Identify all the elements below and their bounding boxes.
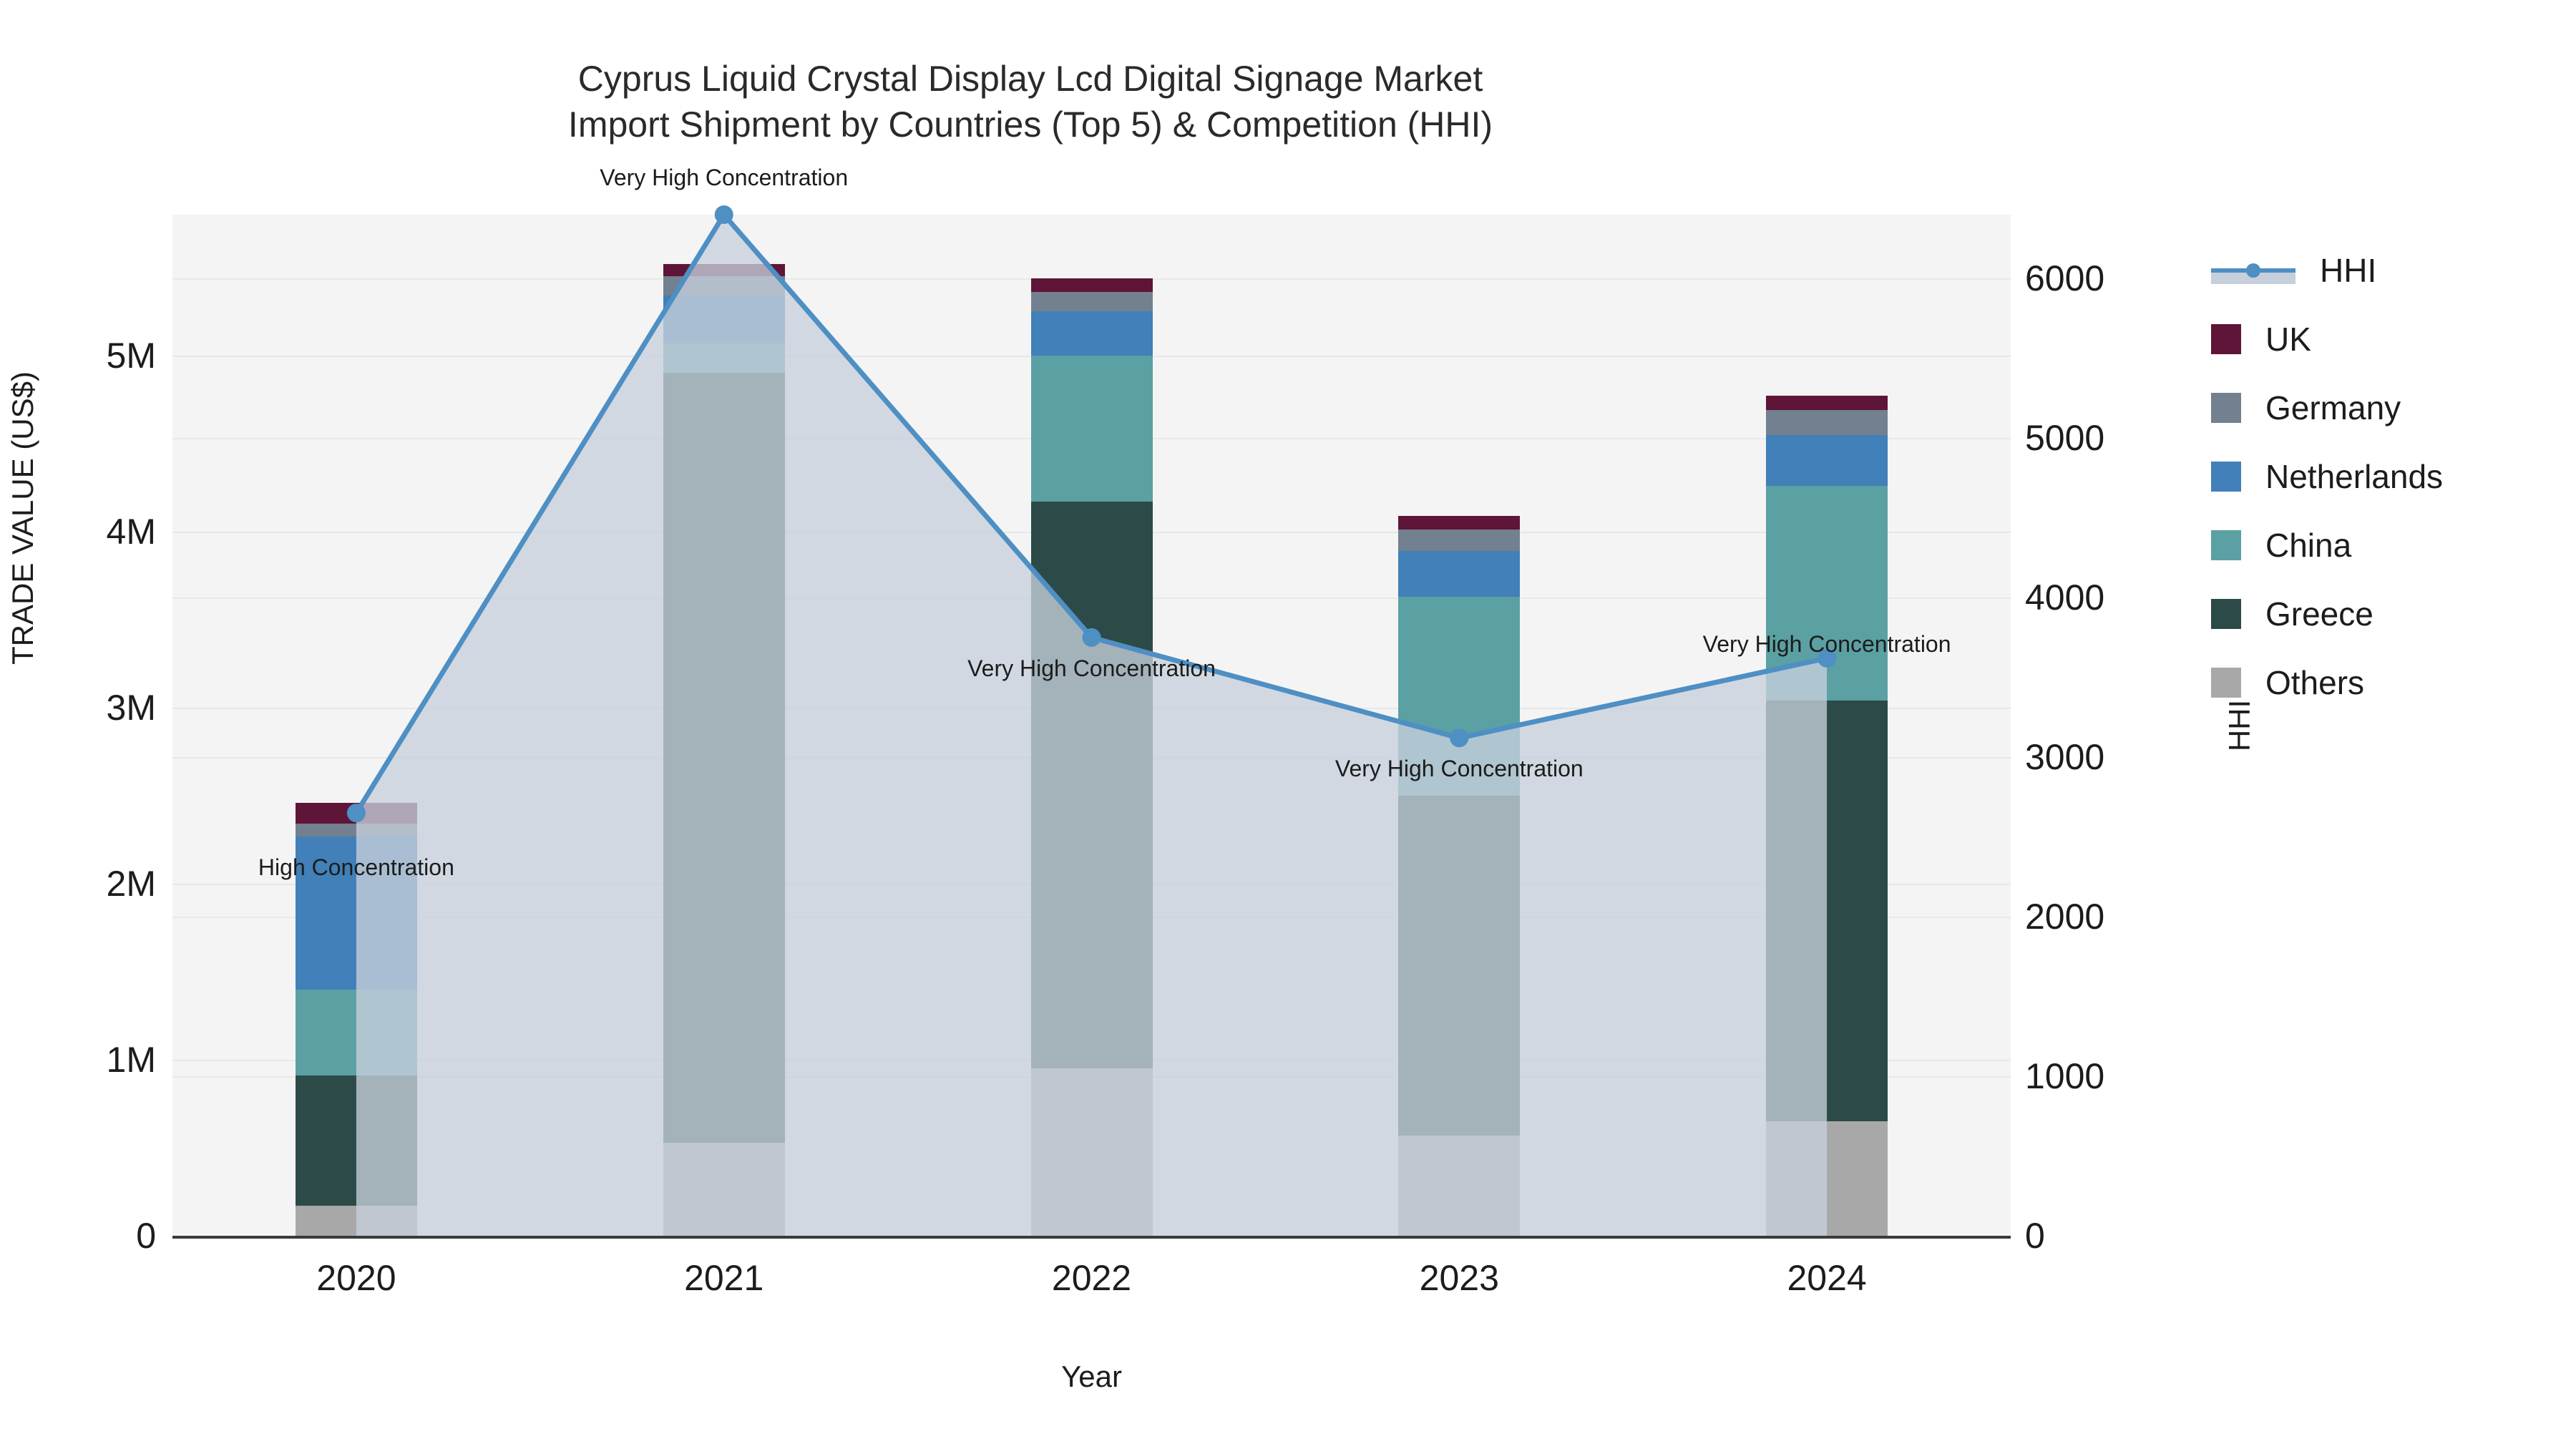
bar-group-2024[interactable]: [1766, 396, 1888, 1236]
bar-segment-china[interactable]: [663, 343, 785, 374]
bar-segment-uk[interactable]: [1766, 396, 1888, 411]
legend-swatch-icon: [2211, 668, 2241, 698]
legend-item-greece[interactable]: Greece: [2211, 580, 2569, 648]
legend-item-germany[interactable]: Germany: [2211, 374, 2569, 442]
legend-item-label: Greece: [2265, 595, 2373, 633]
annotation-2021: Very High Concentration: [600, 165, 849, 190]
y2-tick-label: 2000: [2025, 897, 2105, 937]
bar-segment-others[interactable]: [1398, 1135, 1521, 1236]
legend-item-hhi[interactable]: HHI: [2211, 236, 2569, 305]
y-tick-label: 3M: [106, 687, 156, 728]
bar-segment-netherlands[interactable]: [1398, 550, 1521, 597]
x-axis-line: [172, 1236, 2011, 1239]
bar-segment-others[interactable]: [295, 1206, 417, 1236]
legend-item-uk[interactable]: UK: [2211, 305, 2569, 374]
bar-segment-germany[interactable]: [1766, 410, 1888, 435]
bar-group-2023[interactable]: [1398, 515, 1521, 1236]
bar-segment-netherlands[interactable]: [663, 296, 785, 343]
bar-segment-china[interactable]: [1766, 485, 1888, 701]
bar-segment-greece[interactable]: [1398, 795, 1521, 1136]
hhi-data-point-2021[interactable]: [714, 205, 733, 224]
legend-item-label: China: [2265, 527, 2352, 564]
y-tick-label: 4M: [106, 511, 156, 552]
x-axis-title: Year: [1061, 1360, 1122, 1393]
x-tick-label-2023: 2023: [1419, 1258, 1499, 1298]
y2-tick-label: 1000: [2025, 1056, 2105, 1097]
legend-swatch-icon: [2211, 393, 2241, 423]
bar-segment-uk[interactable]: [663, 263, 785, 277]
legend-item-label: Others: [2265, 664, 2365, 701]
legend-swatch-icon: [2211, 530, 2241, 560]
bar-segment-uk[interactable]: [1398, 515, 1521, 530]
bar-segment-greece[interactable]: [1030, 502, 1153, 1069]
y-tick-label: 0: [136, 1216, 156, 1256]
x-tick-label-2024: 2024: [1787, 1258, 1867, 1298]
legend-item-label: Germany: [2265, 389, 2401, 426]
y-tick-label: 1M: [106, 1039, 156, 1080]
bar-segment-china[interactable]: [295, 989, 417, 1076]
legend-item-china[interactable]: China: [2211, 511, 2569, 580]
bar-segment-others[interactable]: [1030, 1068, 1153, 1236]
legend-item-others[interactable]: Others: [2211, 648, 2569, 717]
legend-item-label: HHI: [2320, 252, 2377, 289]
annotation-2024: Very High Concentration: [1702, 630, 1951, 657]
legend-item-netherlands[interactable]: Netherlands: [2211, 442, 2569, 511]
bar-group-2022[interactable]: [1030, 278, 1153, 1236]
bar-segment-germany[interactable]: [663, 276, 785, 296]
y-tick-label: 2M: [106, 863, 156, 904]
bar-segment-germany[interactable]: [295, 824, 417, 836]
x-tick-label-2021: 2021: [684, 1258, 764, 1298]
x-tick-label-2020: 2020: [316, 1258, 396, 1298]
y2-tick-label: 6000: [2025, 258, 2105, 299]
legend-item-label: UK: [2265, 321, 2311, 358]
bar-segment-netherlands[interactable]: [1766, 434, 1888, 486]
bar-segment-others[interactable]: [1766, 1121, 1888, 1236]
y2-tick-label: 4000: [2025, 577, 2105, 618]
plot-area: [172, 205, 2011, 1237]
chart-title: Cyprus Liquid Crystal Display Lcd Digita…: [567, 59, 1493, 145]
bar-group-2021[interactable]: [663, 263, 785, 1236]
bar-segment-germany[interactable]: [1398, 530, 1521, 551]
legend-swatch-icon: [2211, 324, 2241, 354]
bar-segment-netherlands[interactable]: [1030, 311, 1153, 356]
bar-segment-uk[interactable]: [1030, 278, 1153, 293]
bar-segment-uk[interactable]: [295, 802, 417, 824]
y2-tick-label: 3000: [2025, 737, 2105, 778]
x-tick-label-2022: 2022: [1051, 1258, 1132, 1298]
bar-segment-greece[interactable]: [1766, 701, 1888, 1122]
bar-segment-greece[interactable]: [295, 1075, 417, 1206]
x-axis-ticks: 2020 2021 2022 2023 2024: [172, 1249, 2011, 1299]
y-axis-right-ticks: 0 1000 2000 3000 4000 5000 6000: [2025, 215, 2218, 1256]
bar-segment-china[interactable]: [1030, 355, 1153, 502]
legend: HHI UK Germany Netherlands China Greece Others: [2211, 236, 2569, 717]
legend-line-icon: [2211, 255, 2296, 286]
y2-tick-label: 0: [2025, 1216, 2045, 1256]
annotation-2022: Very High Concentration: [967, 655, 1216, 681]
y-axis-left-ticks: 0 1M 2M 3M 4M 5M: [0, 215, 156, 1256]
bar-segment-greece[interactable]: [663, 373, 785, 1143]
bar-segment-germany[interactable]: [1030, 292, 1153, 312]
y2-tick-label: 5000: [2025, 418, 2105, 459]
bar-segment-others[interactable]: [663, 1142, 785, 1236]
legend-item-label: Netherlands: [2265, 458, 2444, 495]
y-tick-label: 5M: [106, 335, 156, 376]
annotation-2023: Very High Concentration: [1335, 756, 1584, 782]
legend-swatch-icon: [2211, 462, 2241, 492]
y-axis-left-title: TRADE VALUE (US$): [6, 371, 39, 665]
annotation-2020: High Concentration: [258, 854, 454, 881]
legend-swatch-icon: [2211, 599, 2241, 629]
